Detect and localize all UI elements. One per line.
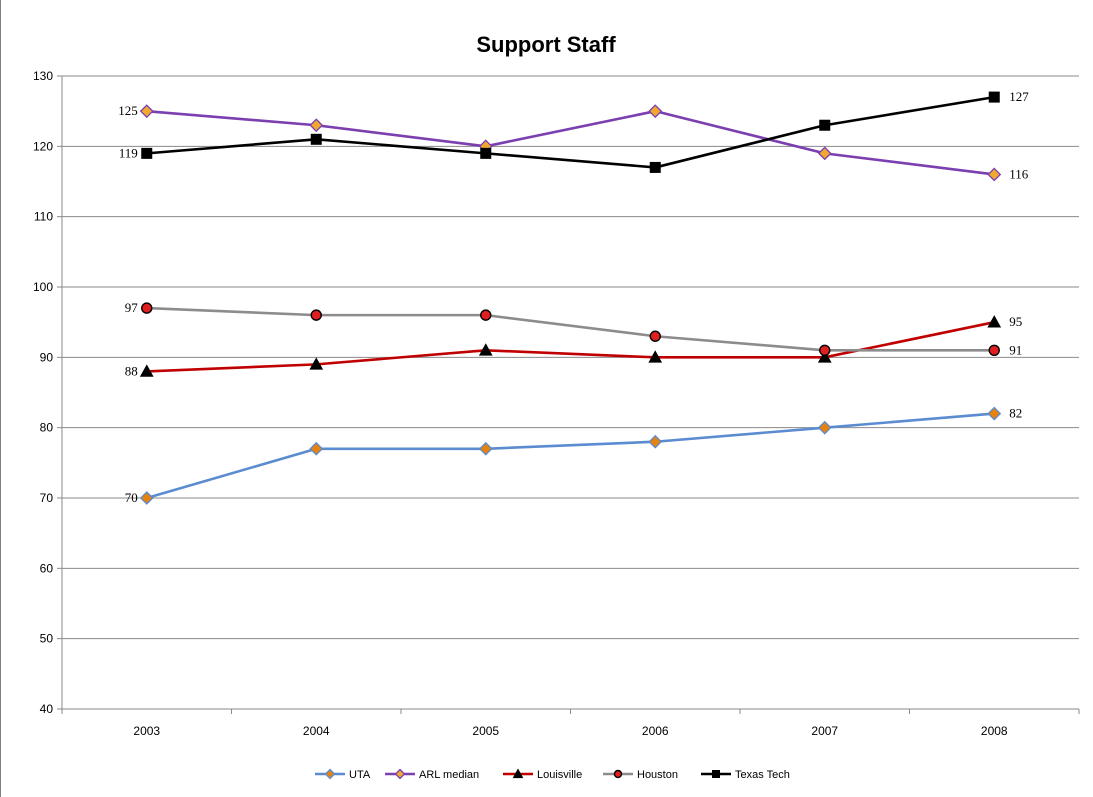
data-label: 119: [119, 145, 138, 160]
legend-item-arl-median: ARL median: [385, 768, 479, 781]
data-label: 82: [1009, 406, 1022, 421]
data-point: [712, 770, 720, 778]
data-point: [141, 147, 153, 159]
series-markers-arl-median: [139, 104, 1002, 182]
series-markers-louisville: [139, 315, 1002, 377]
data-point: [309, 118, 324, 133]
data-point: [139, 491, 154, 505]
data-point: [819, 119, 831, 131]
y-tick-label: 50: [40, 632, 54, 646]
series-line-houston: [146, 306, 995, 352]
data-point: [987, 406, 1002, 421]
data-point: [817, 146, 832, 161]
x-tick-label: 2007: [811, 724, 838, 738]
data-label: 97: [125, 300, 139, 315]
data-point: [139, 104, 154, 119]
y-tick-label: 100: [33, 280, 53, 294]
series-markers-uta: [139, 406, 1002, 505]
data-point: [139, 364, 154, 377]
data-point: [310, 309, 322, 321]
legend-label: ARL median: [419, 769, 479, 781]
data-label: 125: [118, 103, 138, 118]
x-tick-label: 2006: [642, 724, 669, 738]
data-point: [648, 104, 663, 119]
data-point: [817, 350, 832, 363]
data-point: [987, 167, 1002, 182]
data-point: [310, 133, 322, 145]
data-label: 88: [125, 363, 138, 378]
data-label: 95: [1009, 314, 1022, 329]
y-tick-label: 110: [34, 210, 53, 224]
data-point: [819, 344, 831, 356]
x-tick-label: 2005: [472, 724, 499, 738]
y-tick-label: 60: [40, 561, 54, 575]
data-point: [480, 309, 492, 321]
series-line-arl-median: [146, 109, 995, 176]
data-label: 116: [1009, 166, 1029, 181]
x-tick-label: 2004: [303, 724, 330, 738]
x-tick-label: 2003: [133, 724, 160, 738]
series-line-louisville: [146, 320, 995, 373]
y-tick-label: 40: [40, 702, 54, 716]
y-tick-label: 90: [40, 350, 54, 364]
legend-item-louisville: Louisville: [503, 768, 582, 781]
legend-item-houston: Houston: [603, 769, 678, 781]
legend-label: Louisville: [537, 769, 582, 781]
gridlines: [62, 75, 1079, 640]
data-point: [988, 344, 1000, 356]
y-tick-label: 70: [40, 491, 54, 505]
data-point: [309, 441, 324, 456]
data-point: [394, 768, 406, 780]
data-label: 91: [1009, 342, 1022, 357]
legend: UTA ARL median Louisville Houston Texas Tech: [315, 768, 790, 781]
data-point: [648, 434, 663, 449]
y-tick-label: 130: [33, 69, 53, 83]
data-point: [649, 330, 661, 342]
data-point: [478, 343, 493, 356]
series-line-uta: [146, 412, 995, 500]
data-point: [987, 315, 1002, 328]
legend-item-texas-tech: Texas Tech: [701, 769, 790, 781]
y-tick-label: 120: [33, 139, 53, 153]
data-point: [478, 441, 493, 456]
data-point: [480, 147, 492, 159]
data-point: [613, 769, 623, 779]
data-point: [324, 768, 336, 780]
legend-item-uta: UTA: [315, 768, 371, 781]
x-tick-label: 2008: [981, 724, 1008, 738]
series-group: [139, 91, 1002, 505]
data-labels: 70 82 125 116 88 95 97 91 119 127: [118, 89, 1029, 505]
data-label: 127: [1009, 89, 1029, 104]
legend-label: UTA: [349, 769, 371, 781]
data-point: [309, 357, 324, 370]
legend-label: Texas Tech: [735, 769, 790, 781]
axes: 40 50 60 70 80 90 100 110 120 130 2003 2004 2005 2006…: [33, 69, 1080, 738]
legend-label: Houston: [637, 769, 678, 781]
data-point: [649, 161, 661, 173]
data-point: [141, 302, 153, 314]
series-line-texas-tech: [146, 95, 995, 169]
data-point: [512, 768, 524, 779]
chart-title: Support Staff: [476, 32, 616, 57]
data-point: [988, 91, 1000, 103]
data-point: [817, 420, 832, 435]
series-markers-houston: [141, 302, 1000, 356]
data-label: 70: [125, 490, 138, 505]
y-tick-label: 80: [40, 421, 54, 435]
series-markers-texas-tech: [141, 91, 1000, 173]
data-point: [648, 350, 663, 363]
